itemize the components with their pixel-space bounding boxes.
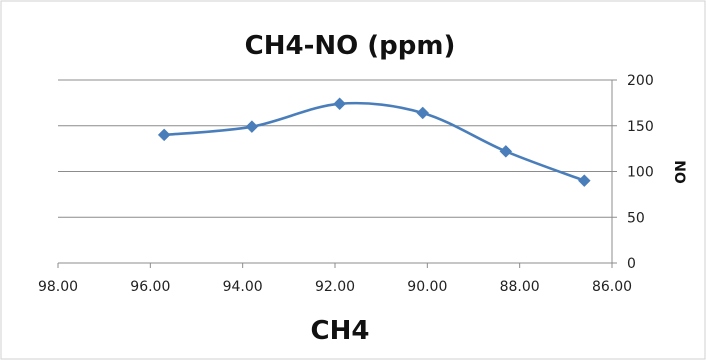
series-layer xyxy=(157,97,591,188)
axes xyxy=(57,79,617,268)
y-tick-label: 200 xyxy=(627,73,654,89)
x-tick-label: 92.00 xyxy=(315,279,355,295)
tick-labels: 0 50 100 150 200 98.00 96.00 94.00 92.00 90.00 88.… xyxy=(38,73,654,295)
data-point xyxy=(499,145,513,158)
chart-title: CH4-NO (ppm) xyxy=(245,31,456,61)
series-line xyxy=(164,101,585,182)
data-point xyxy=(245,120,259,134)
x-tick-label: 86.00 xyxy=(592,279,632,295)
data-point xyxy=(333,97,346,111)
data-point xyxy=(577,174,591,188)
x-tick-label: 96.00 xyxy=(130,279,170,295)
x-tick-label: 94.00 xyxy=(223,279,263,295)
y-tick-label: 0 xyxy=(627,256,636,272)
y-tick-label: 150 xyxy=(627,119,654,135)
data-point xyxy=(416,106,430,120)
data-point xyxy=(157,128,171,142)
y-tick-label: 100 xyxy=(627,165,654,181)
x-axis-label: CH4 xyxy=(311,316,370,346)
y-axis-label: NO xyxy=(671,160,687,184)
x-tick-label: 88.00 xyxy=(500,279,540,295)
y-tick-label: 50 xyxy=(627,210,645,226)
gridlines xyxy=(58,79,612,218)
x-tick-label: 98.00 xyxy=(38,279,78,295)
x-tick-label: 90.00 xyxy=(407,279,447,295)
